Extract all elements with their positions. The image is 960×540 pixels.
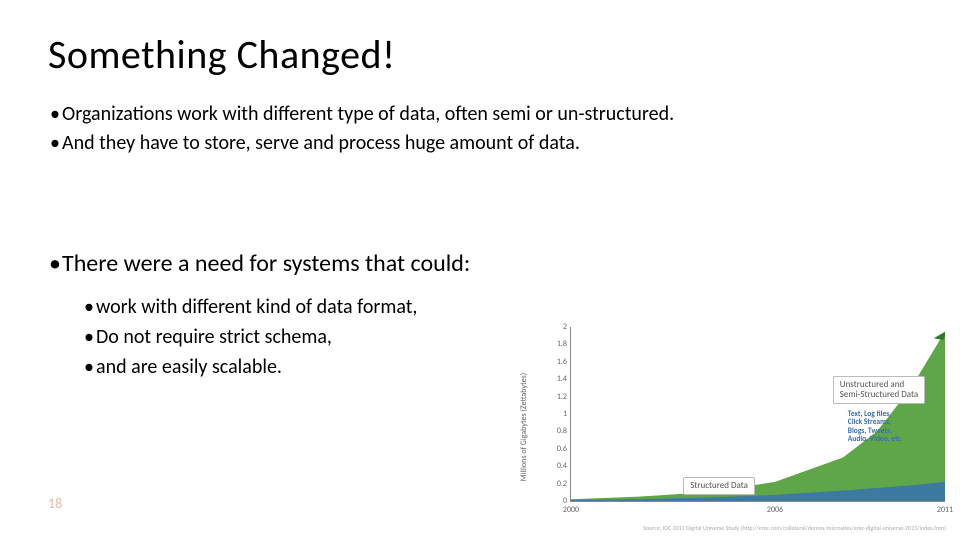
- bullet-dot-icon: •: [82, 352, 96, 382]
- bullet-text: Do not require strict schema,: [96, 322, 332, 352]
- bullet-dot-icon: •: [82, 322, 96, 352]
- top-bullet-list: • Organizations work with different type…: [48, 100, 674, 158]
- bullet-dot-icon: •: [48, 245, 62, 282]
- data-growth-chart: Millions of Gigabytes (Zettabytes) 00.20…: [530, 322, 950, 532]
- y-tick-label: 0.2: [547, 479, 567, 489]
- y-tick-label: 0.8: [547, 426, 567, 436]
- bullet-dot-icon: •: [82, 292, 96, 322]
- slide-title: Something Changed!: [48, 30, 396, 79]
- callout-unstructured: Unstructured andSemi-Structured Data: [833, 376, 925, 405]
- list-item: • Organizations work with different type…: [48, 100, 674, 129]
- list-item: • There were a need for systems that cou…: [48, 245, 470, 282]
- bullet-text: work with different kind of data format,: [96, 292, 417, 322]
- list-item: • work with different kind of data forma…: [82, 292, 470, 322]
- y-tick-label: 0.6: [547, 444, 567, 454]
- list-item: • and are easily scalable.: [82, 352, 470, 382]
- blue-caption: Text, Log files,Click Streams,Blogs, Twe…: [848, 411, 903, 446]
- y-tick-label: 1.8: [547, 339, 567, 349]
- callout-structured: Structured Data: [683, 477, 755, 495]
- bullet-text: And they have to store, serve and proces…: [62, 129, 580, 158]
- y-tick-label: 1.2: [547, 392, 567, 402]
- page-number: 18: [48, 495, 62, 512]
- bullet-text: There were a need for systems that could…: [62, 245, 470, 282]
- bullet-text: and are easily scalable.: [96, 352, 282, 382]
- y-tick-label: 1: [547, 409, 567, 419]
- x-tick-label: 2000: [563, 505, 579, 515]
- list-item: • And they have to store, serve and proc…: [48, 129, 674, 158]
- x-tick-label: 2011: [937, 505, 953, 515]
- chart-y-axis-label: Millions of Gigabytes (Zettabytes): [519, 373, 529, 481]
- arrow-up-icon: [934, 330, 945, 340]
- main-bullet-block: • There were a need for systems that cou…: [48, 245, 470, 382]
- y-tick-label: 1.4: [547, 374, 567, 384]
- chart-plot-area: 00.20.40.60.811.21.41.61.82200020062011S…: [570, 327, 945, 502]
- bullet-dot-icon: •: [48, 129, 62, 158]
- sub-bullet-list: • work with different kind of data forma…: [82, 292, 470, 382]
- y-tick-label: 0.4: [547, 461, 567, 471]
- list-item: • Do not require strict schema,: [82, 322, 470, 352]
- y-tick-label: 2: [547, 322, 567, 332]
- y-tick-label: 1.6: [547, 357, 567, 367]
- slide: Something Changed! • Organizations work …: [0, 0, 960, 540]
- x-tick-label: 2006: [767, 505, 783, 515]
- bullet-text: Organizations work with different type o…: [62, 100, 674, 129]
- chart-source-text: Source: IDC 2011 Digital Universe Study …: [643, 524, 946, 532]
- bullet-dot-icon: •: [48, 100, 62, 129]
